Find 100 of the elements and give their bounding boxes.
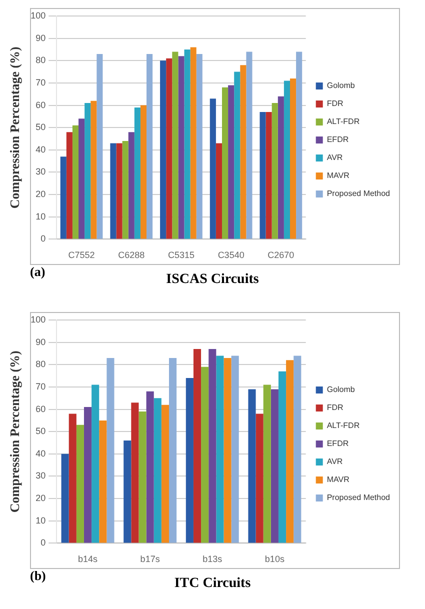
- bar: [78, 118, 85, 239]
- bar: [90, 100, 97, 239]
- x-tick-label: b14s: [78, 554, 98, 564]
- bar: [131, 402, 139, 543]
- y-tick-label: 50: [36, 426, 46, 436]
- y-tick-label: 20: [36, 189, 46, 200]
- bar: [166, 58, 172, 239]
- legend-label: EFDR: [326, 439, 349, 448]
- bar: [294, 356, 302, 543]
- y-tick-label: 40: [36, 144, 46, 154]
- bar: [260, 112, 266, 239]
- bar: [228, 85, 234, 239]
- x-axis-title: ITC Circuits: [174, 576, 251, 591]
- y-tick-label: 0: [40, 234, 46, 244]
- bar: [60, 156, 66, 239]
- bar: [201, 366, 209, 543]
- x-tick-label: b17s: [140, 554, 160, 564]
- bar: [96, 54, 103, 239]
- bar: [168, 358, 177, 543]
- y-tick-label: 90: [36, 336, 46, 347]
- bar: [278, 96, 284, 239]
- bar: [140, 105, 147, 239]
- bar: [72, 125, 79, 239]
- bar: [290, 78, 296, 239]
- y-axis-title: Compression Percentage (%): [7, 46, 22, 209]
- bar: [99, 420, 107, 543]
- bar: [128, 132, 134, 239]
- y-tick-label: 10: [36, 515, 46, 526]
- bar: [246, 52, 252, 239]
- bar: [210, 98, 216, 239]
- y-tick-label: 100: [30, 314, 46, 324]
- bar: [266, 112, 272, 239]
- y-tick-label: 60: [36, 100, 46, 110]
- bar: [190, 47, 196, 239]
- legend-label: ALT-FDR: [326, 421, 360, 430]
- legend-label: AVR: [326, 153, 343, 162]
- bar: [263, 384, 271, 543]
- y-tick-label: 70: [36, 381, 46, 392]
- y-tick-label: 30: [36, 470, 46, 481]
- bar: [231, 356, 239, 543]
- bar: [122, 140, 128, 239]
- y-tick-label: 30: [36, 166, 46, 177]
- y-tick-label: 80: [36, 55, 46, 66]
- legend-label: EFDR: [326, 135, 349, 144]
- text: (a): [30, 264, 46, 280]
- bar: [154, 398, 162, 543]
- bar: [216, 143, 222, 239]
- legend-label: AVR: [326, 457, 343, 466]
- legend-label: FDR: [326, 403, 344, 412]
- x-axis-title: ISCAS Circuits: [166, 272, 259, 287]
- bar: [208, 349, 216, 543]
- bar: [296, 52, 302, 239]
- text: (b): [30, 568, 46, 584]
- bar: [106, 358, 114, 543]
- legend-label: Proposed Method: [326, 189, 390, 198]
- bar: [216, 356, 224, 543]
- x-tick-label: C3540: [218, 250, 244, 260]
- legend-label: FDR: [326, 99, 344, 108]
- bar: [193, 349, 202, 543]
- legend-label: Golomb: [326, 81, 356, 90]
- y-tick-label: 20: [36, 493, 46, 504]
- bar: [234, 72, 240, 239]
- bar: [284, 80, 290, 239]
- x-tick-label: C7552: [68, 250, 95, 260]
- bar: [66, 132, 72, 239]
- bar: [84, 103, 91, 239]
- bar: [161, 404, 169, 543]
- bar: [196, 54, 202, 239]
- y-tick-label: 80: [36, 359, 46, 370]
- y-tick-label: 70: [36, 77, 46, 88]
- bar: [286, 360, 294, 543]
- y-tick-label: 60: [36, 404, 46, 414]
- bar: [186, 378, 194, 543]
- bar: [160, 60, 166, 239]
- y-tick-label: 10: [36, 211, 46, 222]
- legend-label: MAVR: [326, 475, 350, 484]
- bar: [134, 108, 140, 239]
- bar: [124, 440, 132, 543]
- y-tick-label: 90: [36, 32, 46, 43]
- y-tick-label: 40: [36, 448, 46, 458]
- bar: [178, 56, 184, 239]
- bar: [256, 414, 264, 543]
- y-tick-label: 50: [36, 122, 46, 132]
- legend-label: ALT-FDR: [326, 117, 360, 126]
- bar: [146, 54, 153, 239]
- bar: [146, 391, 154, 543]
- bar: [278, 371, 286, 543]
- x-tick-label: C2670: [268, 250, 294, 260]
- legend-label: Golomb: [326, 385, 356, 394]
- bar: [224, 358, 232, 543]
- bar: [61, 454, 69, 543]
- bar: [116, 143, 122, 239]
- bar: [240, 65, 246, 239]
- x-tick-label: b10s: [264, 554, 285, 564]
- legend-label: Proposed Method: [326, 493, 390, 502]
- bar: [84, 407, 92, 543]
- bar: [222, 87, 228, 239]
- y-tick-label: 100: [30, 10, 46, 20]
- bar: [272, 103, 278, 239]
- y-axis-title: Compression Percentage (%): [7, 350, 22, 513]
